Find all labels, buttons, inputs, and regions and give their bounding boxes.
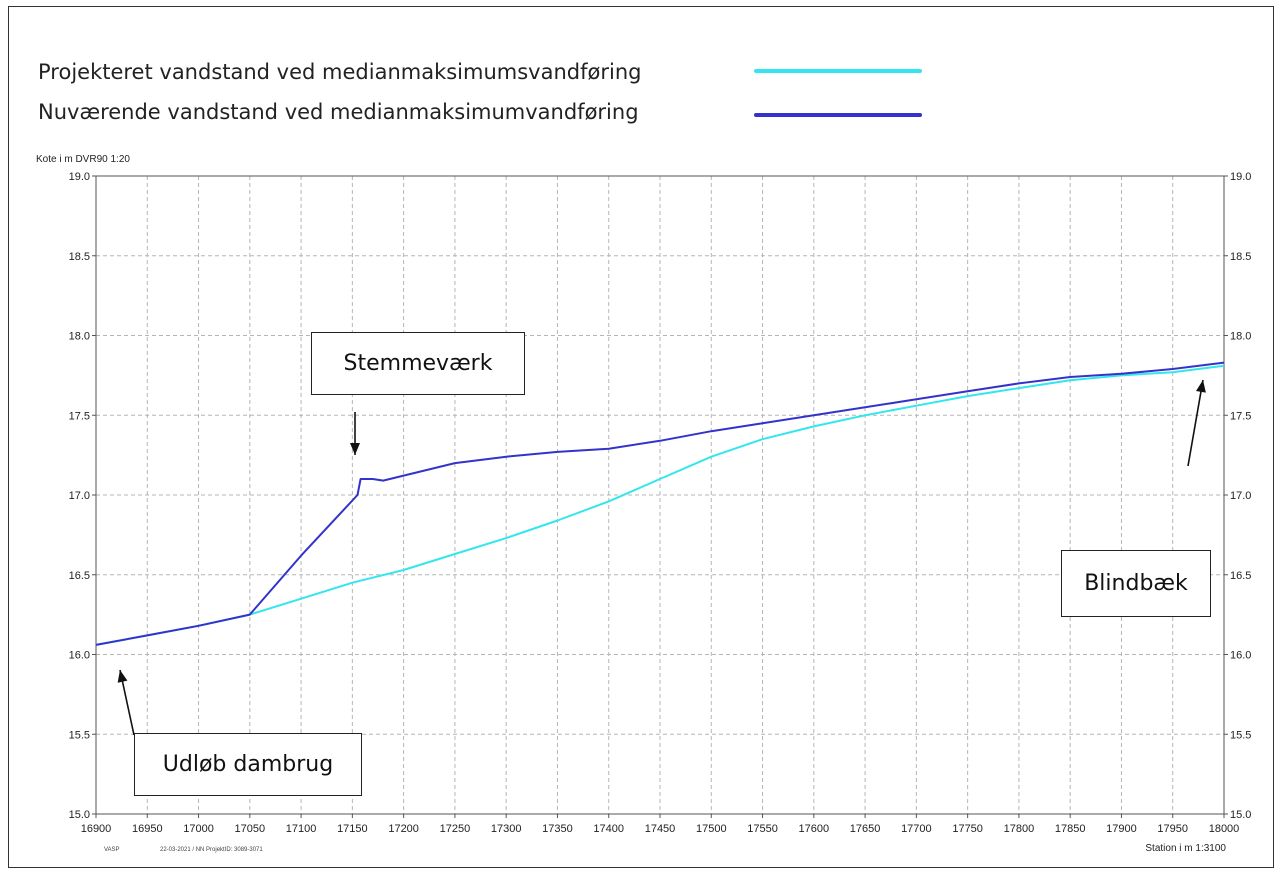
y-tick-label-left: 17.0	[69, 490, 90, 502]
annotation-blindbaek: Blindbæk	[1061, 550, 1211, 617]
y-tick-label-left: 19.0	[69, 171, 90, 183]
y-tick-label-left: 17.5	[69, 410, 90, 422]
x-tick-label: 17600	[799, 823, 830, 835]
x-tick-label: 17450	[645, 823, 676, 835]
x-tick-label: 17400	[593, 823, 624, 835]
x-tick-label: 16900	[81, 823, 112, 835]
x-tick-label: 16950	[132, 823, 163, 835]
arrow-blindbaek-shaft	[1187, 379, 1204, 467]
x-tick-label: 17750	[952, 823, 983, 835]
x-axis-label: Station i m 1:3100	[1145, 843, 1226, 854]
axes: 16900 16950 17000 17050 17100 17150 17200 17250…	[69, 171, 1252, 835]
y-tick-label-left: 16.5	[69, 570, 90, 582]
y-axis-label: Kote i m DVR90 1:20	[36, 154, 130, 165]
x-tick-label: 17250	[440, 823, 471, 835]
y-tick-label-right: 15.0	[1230, 809, 1251, 821]
x-tick-label: 17100	[286, 823, 317, 835]
x-tick-label: 17300	[491, 823, 522, 835]
y-tick-label-right: 17.5	[1230, 410, 1251, 422]
x-tick-label: 17150	[337, 823, 368, 835]
series-line-current	[95, 361, 1225, 646]
x-tick-label: 17700	[901, 823, 932, 835]
x-tick-label: 18000	[1209, 823, 1240, 835]
x-tick-label: 17200	[388, 823, 419, 835]
legend-line-current	[754, 113, 922, 117]
x-tick-label: 17800	[1004, 823, 1035, 835]
y-tick-label-right: 16.5	[1230, 570, 1251, 582]
x-tick-label: 17550	[747, 823, 778, 835]
x-tick-label: 17000	[183, 823, 214, 835]
arrow-stemmevaerk-head	[350, 443, 360, 455]
annotation-stemmevaerk: Stemmeværk	[311, 332, 525, 395]
annotation-udlob-dambrug: Udløb dambrug	[134, 733, 362, 796]
y-tick-label-left: 16.0	[69, 650, 90, 662]
x-tick-label: 17350	[542, 823, 573, 835]
arrow-udlob-head	[117, 670, 128, 683]
legend-label-current: Nuværende vandstand ved medianmaksimumva…	[38, 100, 639, 124]
y-tick-label-right: 18.0	[1230, 331, 1251, 343]
x-tick-label: 17950	[1157, 823, 1188, 835]
chart-frame	[8, 6, 1274, 868]
y-tick-label-right: 19.0	[1230, 171, 1251, 183]
x-tick-label: 17050	[235, 823, 266, 835]
footer-info: 22-03-2021 / NN ProjektID: 3089-3071	[160, 847, 263, 853]
y-tick-label-left: 18.0	[69, 331, 90, 343]
y-tick-label-right: 18.5	[1230, 251, 1251, 263]
annotation-arrows	[117, 379, 1206, 736]
series-group	[95, 361, 1225, 646]
y-tick-label-left: 18.5	[69, 251, 90, 263]
y-tick-label-left: 15.5	[69, 729, 90, 741]
footer-code: VASP	[104, 847, 120, 853]
x-tick-label: 17850	[1055, 823, 1086, 835]
arrow-blindbaek-head	[1196, 380, 1206, 393]
x-tick-label: 17650	[850, 823, 881, 835]
legend-label-projected: Projekteret vandstand ved medianmaksimum…	[38, 60, 642, 84]
y-tick-label-right: 16.0	[1230, 650, 1251, 662]
grid	[96, 176, 1224, 814]
x-tick-label: 17500	[696, 823, 727, 835]
y-tick-label-right: 17.0	[1230, 490, 1251, 502]
y-tick-label-left: 15.0	[69, 809, 90, 821]
y-tick-label-right: 15.5	[1230, 729, 1251, 741]
x-tick-label: 17900	[1106, 823, 1137, 835]
legend-line-projected	[754, 69, 922, 73]
series-line-projected	[95, 364, 1225, 646]
